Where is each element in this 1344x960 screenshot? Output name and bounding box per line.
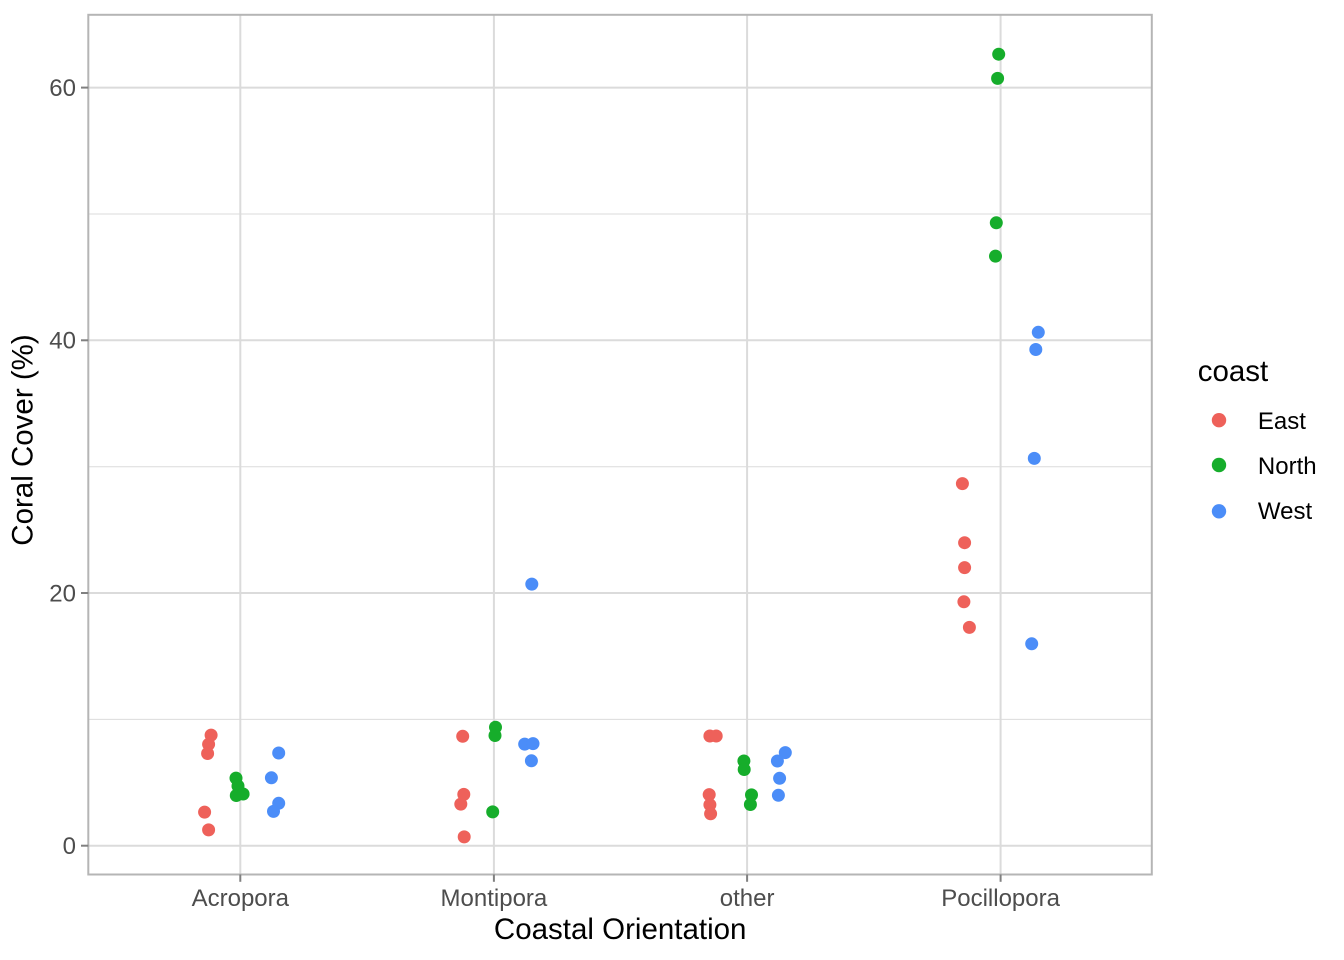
- svg-text:Montipora: Montipora: [441, 885, 548, 912]
- svg-text:East: East: [1258, 408, 1306, 435]
- svg-text:60: 60: [49, 75, 76, 102]
- svg-text:Acropora: Acropora: [192, 885, 290, 912]
- svg-text:West: West: [1258, 498, 1313, 525]
- svg-text:20: 20: [49, 580, 76, 607]
- svg-text:40: 40: [49, 328, 76, 355]
- svg-text:coast: coast: [1198, 355, 1269, 388]
- svg-text:Pocillopora: Pocillopora: [941, 885, 1060, 912]
- svg-text:Coral Cover (%): Coral Cover (%): [6, 334, 39, 545]
- svg-text:North: North: [1258, 453, 1317, 480]
- svg-text:Coastal Orientation: Coastal Orientation: [494, 913, 747, 946]
- svg-text:other: other: [720, 885, 775, 912]
- svg-text:0: 0: [63, 833, 76, 860]
